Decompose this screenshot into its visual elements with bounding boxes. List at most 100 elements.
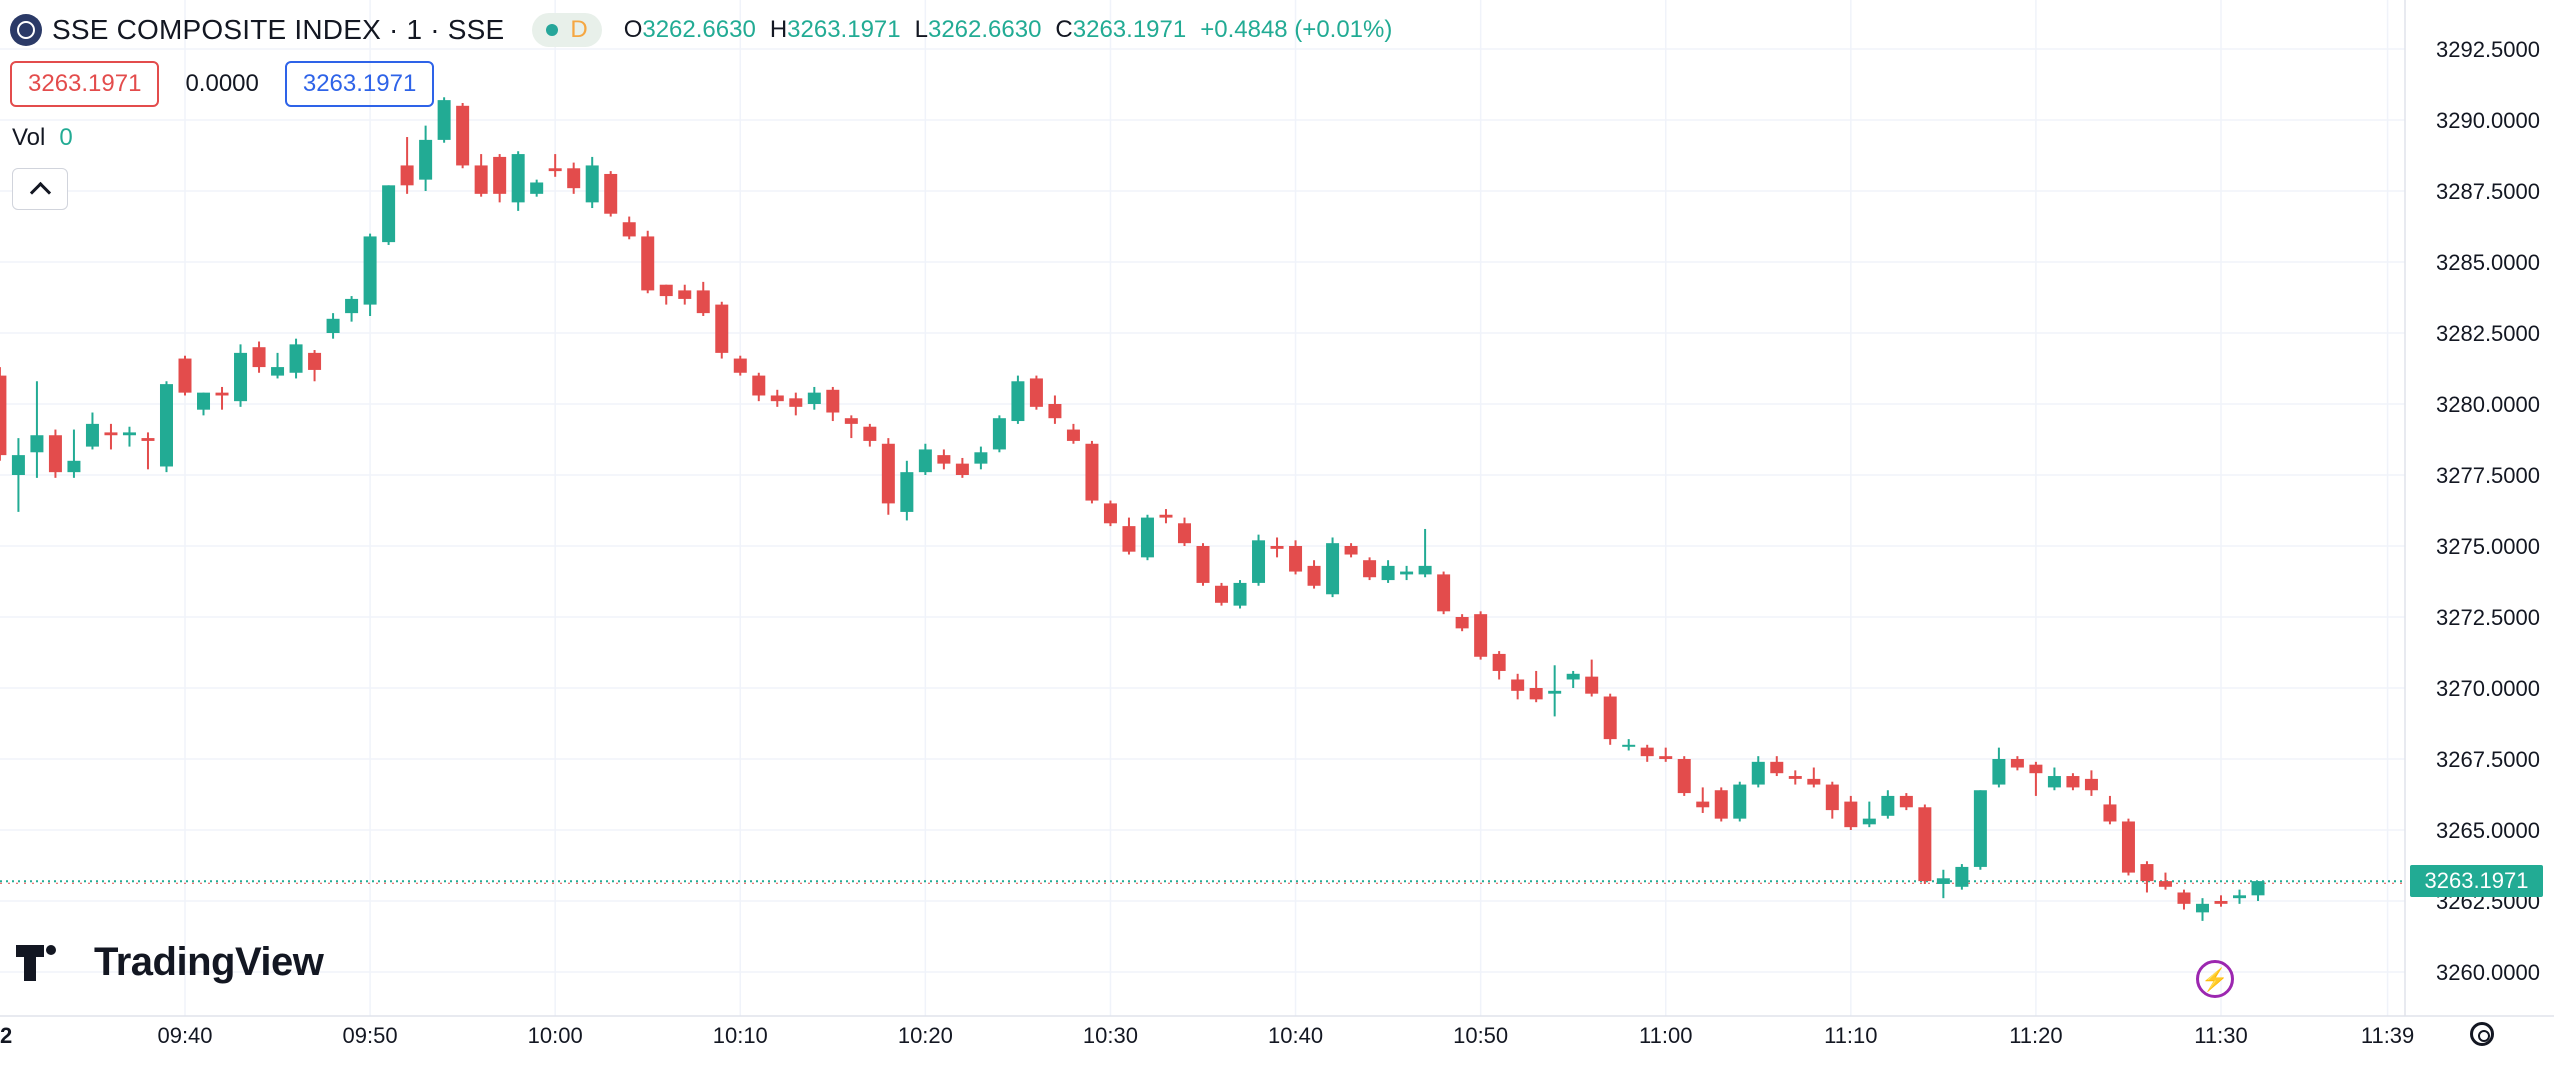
candle-up[interactable] [363, 233, 377, 316]
sell-price-button[interactable]: 3263.1971 [10, 61, 160, 107]
candle-down[interactable] [1215, 582, 1229, 606]
lightning-icon[interactable]: ⚡ [2196, 960, 2234, 998]
candle-up[interactable] [437, 97, 451, 143]
candle-up[interactable] [585, 156, 599, 209]
candle-down[interactable] [2214, 895, 2228, 907]
candle-down[interactable] [641, 230, 655, 294]
candle-up[interactable] [1566, 670, 1580, 688]
symbol-title[interactable]: SSE COMPOSITE INDEX · 1 · SSE [52, 14, 505, 45]
candle-down[interactable] [622, 216, 636, 240]
candle-down[interactable] [548, 154, 562, 177]
candle-up[interactable] [1252, 534, 1266, 586]
candle-down[interactable] [400, 137, 414, 194]
candle-up[interactable] [382, 185, 396, 245]
candle-up[interactable] [1548, 665, 1562, 717]
candle-up[interactable] [1381, 560, 1395, 583]
candle-up[interactable] [1973, 790, 1987, 870]
candle-up[interactable] [1881, 790, 1895, 819]
candle-down[interactable] [1085, 440, 1099, 504]
candle-up[interactable] [159, 381, 173, 473]
candle-down[interactable] [1918, 804, 1932, 884]
market-status-badge[interactable]: D [532, 13, 602, 47]
candle-up[interactable] [326, 313, 340, 339]
candle-up[interactable] [289, 338, 303, 379]
candle-down[interactable] [678, 284, 692, 305]
candle-up[interactable] [1418, 528, 1432, 578]
candle-up[interactable] [197, 392, 211, 416]
candle-down[interactable] [1270, 537, 1284, 558]
candle-down[interactable] [1307, 560, 1321, 589]
candle-down[interactable] [493, 154, 507, 203]
candle-down[interactable] [1659, 747, 1673, 762]
candle-up[interactable] [1751, 756, 1765, 788]
candle-down[interactable] [1103, 500, 1117, 527]
candle-down[interactable] [2140, 861, 2154, 893]
candle-down[interactable] [141, 432, 155, 470]
candle-up[interactable] [271, 352, 285, 379]
candle-up[interactable] [1233, 580, 1247, 609]
candle-down[interactable] [1455, 614, 1469, 632]
candle-up[interactable] [122, 426, 136, 447]
candle-down[interactable] [1844, 795, 1858, 830]
candle-up[interactable] [1011, 375, 1025, 424]
candle-down[interactable] [2010, 756, 2024, 771]
candle-down[interactable] [733, 355, 747, 376]
tradingview-logo[interactable]: TradingView [16, 940, 324, 985]
candle-down[interactable] [1344, 543, 1358, 558]
candle-up[interactable] [234, 344, 248, 407]
candle-down[interactable] [567, 162, 581, 194]
candle-up[interactable] [1622, 739, 1636, 751]
candle-down[interactable] [881, 438, 895, 515]
candle-down[interactable] [456, 102, 470, 169]
candle-up[interactable] [30, 381, 44, 478]
settings-gear-icon[interactable] [2470, 1022, 2494, 1046]
candle-up[interactable] [974, 446, 988, 470]
candle-up[interactable] [992, 415, 1006, 453]
candle-down[interactable] [1289, 540, 1303, 575]
candle-down[interactable] [1511, 673, 1525, 700]
candle-down[interactable] [604, 171, 618, 217]
candle-up[interactable] [530, 179, 544, 197]
candle-down[interactable] [48, 429, 62, 478]
candle-down[interactable] [1585, 659, 1599, 697]
candle-up[interactable] [1733, 781, 1747, 822]
candle-down[interactable] [937, 449, 951, 470]
candle-up[interactable] [511, 151, 525, 211]
candle-up[interactable] [85, 412, 99, 450]
candle-down[interactable] [2066, 773, 2080, 791]
candle-up[interactable] [1140, 514, 1154, 561]
candle-down[interactable] [1437, 571, 1451, 615]
candle-down[interactable] [1603, 693, 1617, 745]
candle-down[interactable] [104, 423, 118, 450]
candle-down[interactable] [770, 389, 784, 407]
candle-up[interactable] [1992, 747, 2006, 788]
candle-down[interactable] [474, 154, 488, 197]
candle-down[interactable] [955, 457, 969, 478]
buy-price-button[interactable]: 3263.1971 [284, 61, 435, 107]
candle-up[interactable] [2251, 881, 2265, 901]
candle-down[interactable] [252, 341, 266, 373]
candle-down[interactable] [2121, 818, 2135, 876]
candle-down[interactable] [1807, 767, 1821, 788]
candle-down[interactable] [752, 372, 766, 402]
candle-down[interactable] [178, 355, 192, 396]
candle-down[interactable] [1048, 395, 1062, 424]
candle-down[interactable] [2177, 889, 2191, 910]
candle-up[interactable] [1326, 537, 1340, 598]
candle-down[interactable] [0, 367, 7, 461]
candle-down[interactable] [2103, 795, 2117, 825]
candle-up[interactable] [918, 443, 932, 475]
candle-down[interactable] [1825, 781, 1839, 819]
collapse-legend-button[interactable] [12, 168, 68, 210]
candle-down[interactable] [1640, 744, 1654, 762]
candle-up[interactable] [2233, 889, 2247, 904]
candle-down[interactable] [2158, 872, 2172, 890]
candle-down[interactable] [1788, 770, 1802, 785]
candle-down[interactable] [1529, 670, 1543, 703]
candle-down[interactable] [844, 415, 858, 439]
candle-up[interactable] [1955, 864, 1969, 890]
candle-up[interactable] [900, 460, 914, 521]
candle-down[interactable] [215, 386, 229, 410]
candle-down[interactable] [1029, 375, 1043, 410]
